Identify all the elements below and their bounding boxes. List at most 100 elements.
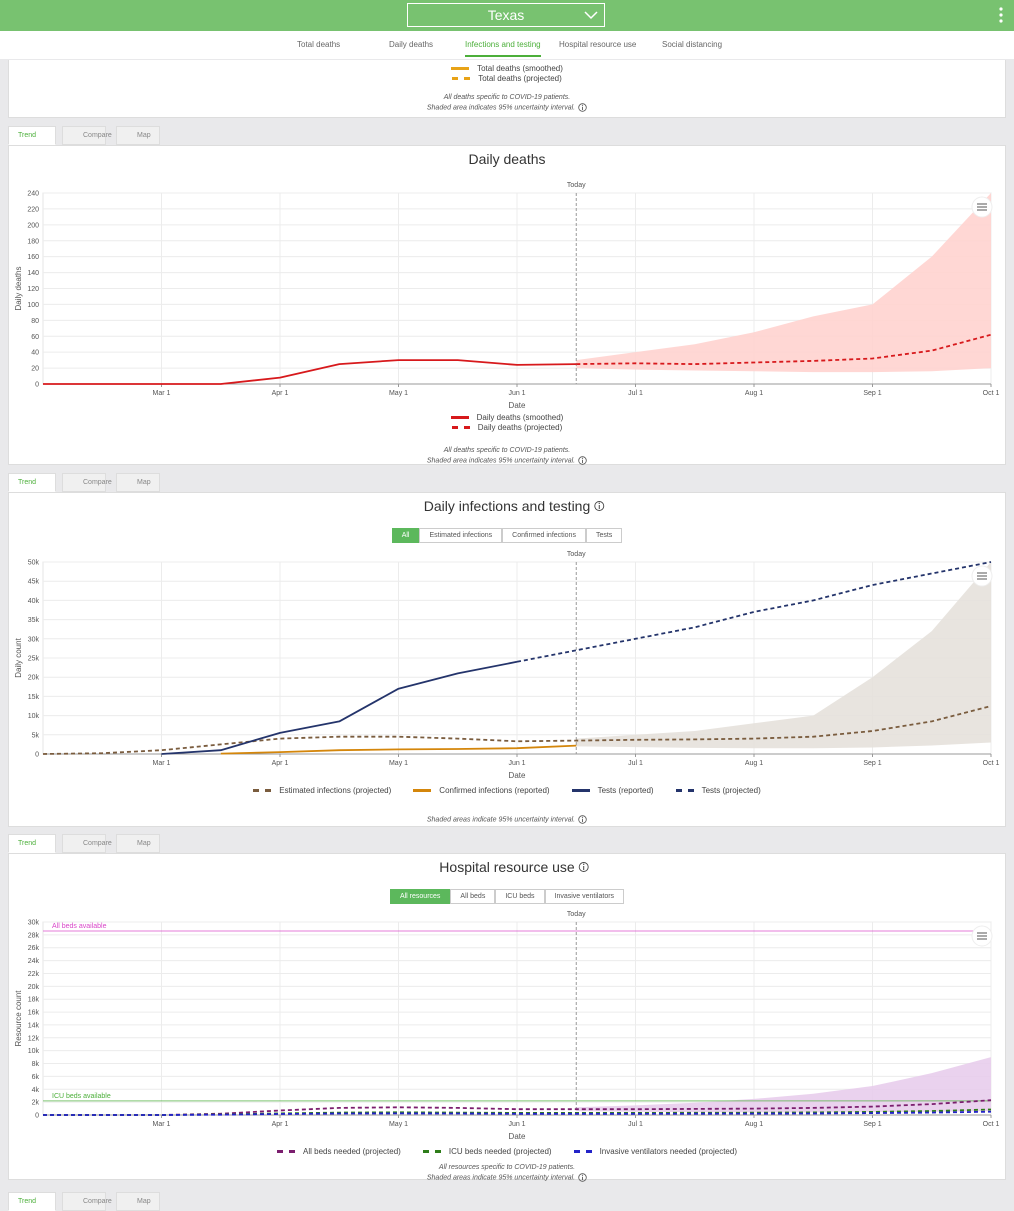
tab[interactable]: Compare [62, 126, 112, 145]
x-tick-label: Apr 1 [272, 760, 289, 767]
header-bar: Texas [0, 0, 1014, 31]
legend-label: ICU beds needed (projected) [448, 1147, 552, 1156]
y-tick-label: 0 [35, 382, 39, 389]
x-axis-label: Date [509, 771, 526, 780]
nav-item[interactable]: Infections and testing [465, 40, 541, 57]
legend-swatch [451, 426, 470, 429]
notes: All resources specific to COVID-19 patie… [9, 1163, 1005, 1183]
x-tick-label: Aug 1 [745, 390, 763, 397]
chart-title: Daily deaths [468, 151, 545, 167]
legend-item: All beds needed (projected) [277, 1147, 401, 1156]
tab[interactable]: Trend [8, 834, 56, 853]
uncertainty-band [576, 193, 991, 373]
filter-button[interactable]: Tests [585, 528, 623, 543]
series-line [161, 660, 518, 755]
tab[interactable]: Trend [8, 1192, 56, 1211]
legend-swatch [573, 1150, 592, 1153]
x-tick-label: Jul 1 [628, 390, 643, 397]
x-axis-label: Date [509, 1132, 526, 1141]
info-icon[interactable] [578, 815, 587, 824]
x-tick-label: Oct 1 [983, 1121, 1000, 1128]
notes: All deaths specific to COVID-19 patients… [9, 93, 1005, 113]
info-icon[interactable] [578, 862, 589, 872]
y-tick-label: 2k [32, 1100, 40, 1107]
y-tick-label: 20 [31, 366, 39, 373]
x-tick-label: Jul 1 [628, 760, 643, 767]
y-tick-label: 25k [28, 656, 40, 663]
y-tick-label: 8k [32, 1061, 40, 1068]
filter-button[interactable]: ICU beds [495, 889, 545, 904]
chart: Daily deaths 0 20 40 60 80 100 120 140 160 180 200 2… [14, 151, 1000, 410]
notes: All deaths specific to COVID-19 patients… [9, 446, 1005, 466]
legend: Total deaths (smoothed) Total deaths (pro… [9, 64, 1005, 83]
chart-title: Daily infections and testing [424, 498, 591, 514]
y-axis-label: Resource count [14, 990, 23, 1047]
info-icon[interactable] [578, 1173, 587, 1182]
tab[interactable]: Compare [62, 1192, 112, 1211]
nav-item[interactable]: Total deaths [297, 40, 341, 49]
y-tick-label: 20k [28, 984, 40, 991]
nav-item[interactable]: Hospital resource use [559, 40, 637, 49]
x-tick-label: May 1 [389, 1121, 408, 1128]
filter-button[interactable]: All beds [450, 889, 496, 904]
chart-card: Daily deaths 0 20 40 60 80 100 120 140 160 180 200 2… [8, 145, 1006, 465]
tab[interactable]: Compare [62, 473, 112, 492]
y-tick-label: 30k [28, 636, 40, 643]
legend-swatch [253, 789, 272, 792]
nav-item[interactable]: Daily deaths [389, 40, 434, 49]
nav-item[interactable]: Social distancing [662, 40, 723, 49]
legend-item: Tests (reported) [571, 786, 654, 795]
info-icon[interactable] [578, 103, 587, 112]
x-tick-label: Jul 1 [628, 1121, 643, 1128]
info-icon[interactable] [594, 501, 605, 511]
filter-button[interactable]: All [391, 528, 420, 543]
legend-label: Invasive ventilators needed (projected) [599, 1147, 737, 1156]
info-icon-dot [598, 502, 600, 504]
y-tick-label: 15k [28, 694, 40, 701]
tab[interactable]: Compare [62, 834, 112, 853]
x-tick-label: May 1 [389, 390, 408, 397]
x-tick-label: Sep 1 [863, 390, 881, 397]
kebab-menu[interactable] [998, 7, 1004, 23]
series-line [576, 333, 992, 365]
chart: Daily infections and testing 0 5k 10k 15k 20k… [14, 498, 999, 780]
filter-button[interactable]: Estimated infections [419, 528, 503, 543]
legend-swatch [277, 1150, 295, 1153]
tab[interactable]: Trend [8, 126, 56, 145]
x-tick-label: Oct 1 [983, 390, 1000, 397]
chart-card: Hospital resource use 0 2k 4k 6k 8k 10k 12k 14k 1… [8, 853, 1006, 1183]
filter-button[interactable]: Confirmed infections [502, 528, 586, 543]
uncertainty-band [576, 1057, 991, 1113]
x-tick-label: Aug 1 [745, 1121, 763, 1128]
uncertainty-band [576, 562, 991, 749]
tab[interactable]: Map [116, 473, 160, 492]
tab[interactable]: Trend [8, 473, 56, 492]
nav-bar: Total deaths Daily deaths Infections and t… [0, 31, 1014, 59]
info-icon[interactable] [578, 456, 587, 465]
legend-label: Daily deaths (projected) [477, 423, 563, 432]
filter-button[interactable]: Invasive ventilators [544, 889, 625, 904]
y-tick-label: 5k [32, 732, 40, 739]
y-tick-label: 4k [32, 1087, 40, 1094]
filter-button[interactable]: All resources [389, 889, 451, 904]
y-tick-label: 10k [28, 713, 40, 720]
note: Shaded area indicates 95% uncertainty in… [9, 456, 1005, 466]
y-tick-label: 30k [28, 920, 40, 927]
note: All resources specific to COVID-19 patie… [438, 1164, 576, 1171]
tab[interactable]: Map [116, 1192, 160, 1211]
legend: Estimated infections (projected) Confirme… [9, 786, 1005, 795]
note: Shaded areas indicate 95% uncertainty in… [9, 1173, 1005, 1183]
y-tick-label: 0 [35, 1113, 39, 1120]
filters: All resources All beds ICU beds Invasive ve… [9, 889, 1005, 904]
tab[interactable]: Map [116, 834, 160, 853]
y-tick-label: 60 [31, 334, 39, 341]
y-tick-label: 22k [28, 971, 40, 978]
location-select[interactable]: Texas [407, 3, 605, 27]
chart-title: Hospital resource use [439, 859, 575, 875]
legend-label: All beds needed (projected) [303, 1147, 401, 1156]
filters: All Estimated infections Confirmed infecti… [9, 528, 1005, 543]
y-tick-label: 40k [28, 598, 40, 605]
legend-swatch [675, 789, 694, 792]
tab[interactable]: Map [116, 126, 160, 145]
